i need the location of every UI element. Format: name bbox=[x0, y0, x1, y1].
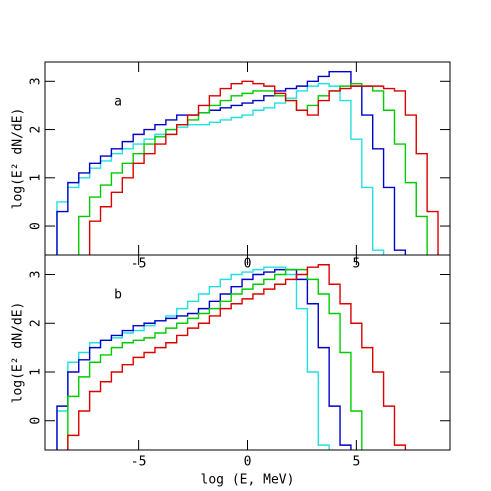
step-line bbox=[56, 268, 352, 450]
y-tick-label: 0 bbox=[29, 222, 44, 230]
y-tick-label: 0 bbox=[29, 417, 44, 425]
x-tick-label: 5 bbox=[352, 455, 360, 470]
y-axis-label: log(E² dN/dE) bbox=[11, 108, 26, 210]
panel-label: b bbox=[114, 288, 122, 303]
step-line bbox=[56, 83, 385, 255]
y-tick-label: 1 bbox=[29, 174, 44, 182]
step-line bbox=[78, 83, 428, 255]
plot bbox=[56, 264, 407, 450]
axes-frame bbox=[44, 254, 451, 451]
step-line bbox=[56, 266, 330, 450]
step-line bbox=[88, 80, 439, 255]
plot bbox=[56, 70, 439, 255]
step-line bbox=[67, 264, 407, 450]
y-tick-label: 1 bbox=[29, 368, 44, 376]
y-axis-label: log(E² dN/dE) bbox=[11, 302, 26, 404]
x-axis-label: log (E, MeV) bbox=[201, 473, 295, 488]
x-tick-label: -5 bbox=[131, 455, 147, 470]
panel-label: a bbox=[114, 95, 122, 110]
y-tick-label: 3 bbox=[29, 271, 44, 279]
y-tick-label: 2 bbox=[29, 126, 44, 134]
y-tick-label: 2 bbox=[29, 319, 44, 327]
axes-frame bbox=[44, 61, 451, 256]
step-line bbox=[67, 268, 363, 450]
y-tick-label: 3 bbox=[29, 77, 44, 85]
x-tick-label: 0 bbox=[244, 455, 252, 470]
step-line bbox=[56, 70, 407, 255]
